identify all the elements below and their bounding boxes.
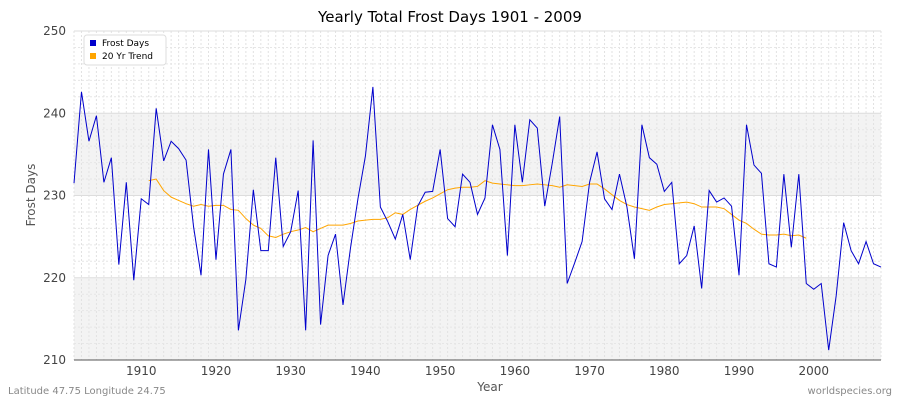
footer-location: Latitude 47.75 Longitude 24.75 <box>8 386 166 397</box>
y-tick-label-230: 230 <box>43 189 66 203</box>
legend-label-frost-days: Frost Days <box>102 39 149 49</box>
x-tick-label-1980: 1980 <box>649 364 680 378</box>
x-tick-label-1950: 1950 <box>425 364 456 378</box>
footer-site: worldspecies.org <box>808 386 892 397</box>
legend: Frost Days 20 Yr Trend <box>83 34 167 66</box>
x-tick-label-1920: 1920 <box>201 364 232 378</box>
series-line-frost-days <box>73 86 882 351</box>
x-tick-label-1910: 1910 <box>126 364 157 378</box>
y-tick-label-240: 240 <box>43 106 66 120</box>
x-axis-title: Year <box>476 380 502 394</box>
x-tick-label-2000: 2000 <box>798 364 829 378</box>
x-tick-label-1970: 1970 <box>574 364 605 378</box>
y-tick-label-210: 210 <box>43 353 66 367</box>
x-tick-labels: 1910 1920 1930 1940 1950 1960 1970 1980 1990 2000 <box>126 364 829 378</box>
legend-label-20-yr-trend: 20 Yr Trend <box>102 52 153 62</box>
legend-swatch-20-yr-trend <box>90 53 96 59</box>
x-tick-label-1960: 1960 <box>500 364 531 378</box>
chart-title: Yearly Total Frost Days 1901 - 2009 <box>317 8 582 26</box>
x-tick-label-1990: 1990 <box>724 364 755 378</box>
grid-lines <box>73 30 882 361</box>
legend-box <box>83 34 167 66</box>
y-tick-label-250: 250 <box>43 24 66 38</box>
x-tick-label-1940: 1940 <box>350 364 381 378</box>
y-tick-label-220: 220 <box>43 271 66 285</box>
x-tick-label-1930: 1930 <box>275 364 306 378</box>
y-tick-labels: 210 220 230 240 250 <box>43 24 66 367</box>
legend-swatch-frost-days <box>90 40 96 46</box>
y-axis-title: Frost Days <box>24 164 38 227</box>
